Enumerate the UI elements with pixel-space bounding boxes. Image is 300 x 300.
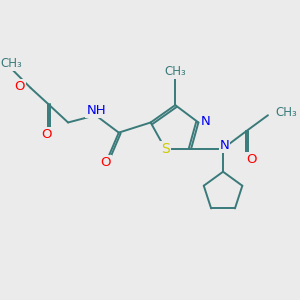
- Text: N: N: [220, 139, 230, 152]
- Text: O: O: [15, 80, 25, 93]
- Text: CH₃: CH₃: [164, 65, 186, 78]
- Text: O: O: [100, 156, 111, 169]
- Text: N: N: [201, 115, 211, 128]
- Text: O: O: [41, 128, 52, 141]
- Text: CH₃: CH₃: [275, 106, 297, 119]
- Text: CH₃: CH₃: [1, 58, 22, 70]
- Text: S: S: [161, 142, 170, 156]
- Text: NH: NH: [86, 103, 106, 116]
- Text: O: O: [246, 153, 257, 166]
